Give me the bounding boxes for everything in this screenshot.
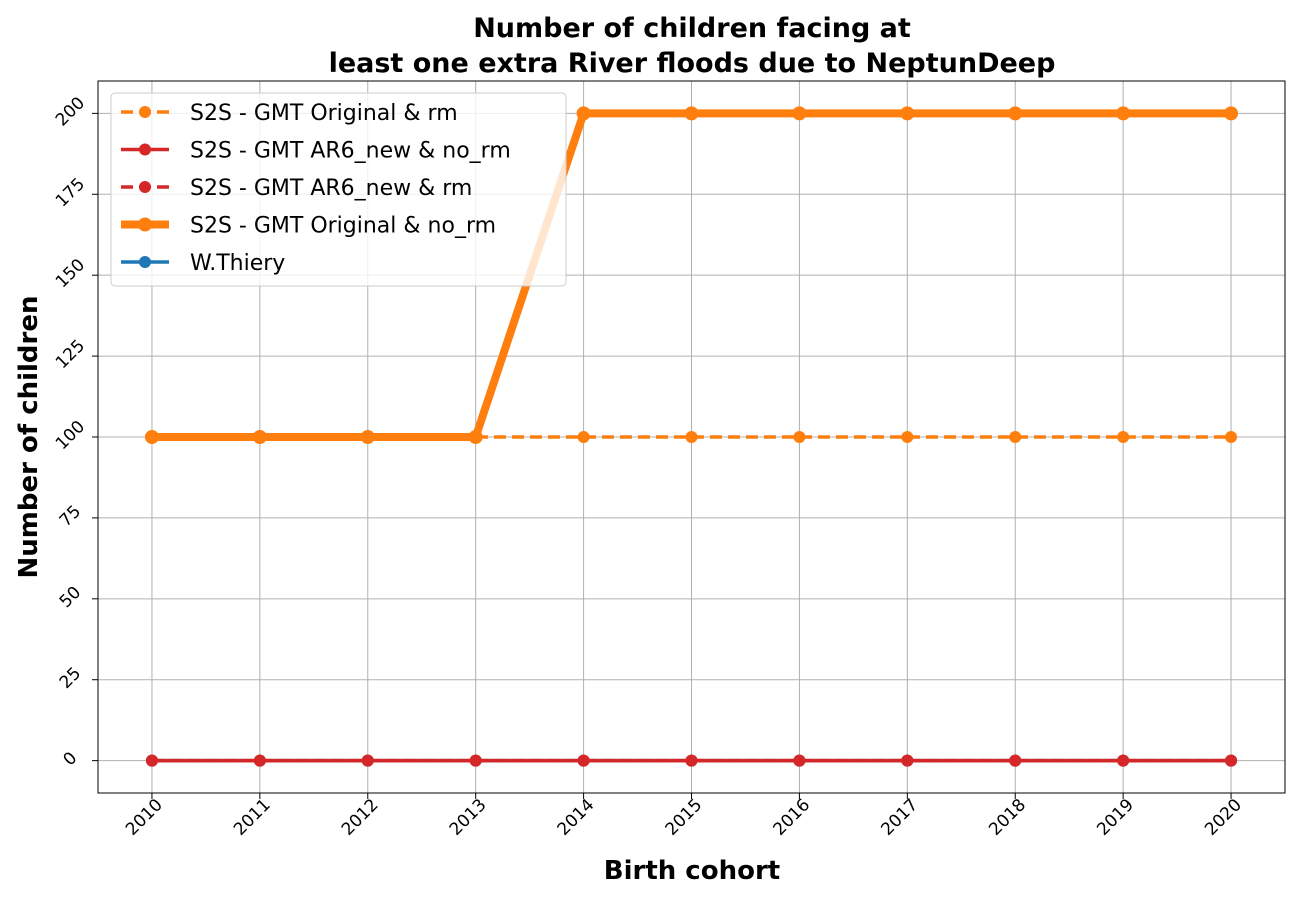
- data-point: [793, 431, 806, 443]
- data-point: [253, 431, 266, 443]
- legend-item: W.Thiery: [121, 251, 285, 276]
- data-point: [901, 431, 914, 443]
- data-point: [792, 106, 807, 121]
- data-point: [576, 106, 591, 121]
- legend-label: S2S - GMT AR6_new & rm: [190, 176, 472, 201]
- data-point: [1225, 431, 1238, 443]
- legend-label: W.Thiery: [190, 251, 285, 276]
- data-point: [1116, 106, 1131, 121]
- data-point: [361, 754, 374, 767]
- data-point: [145, 431, 158, 443]
- data-point: [1008, 106, 1023, 121]
- legend-marker: [138, 217, 152, 232]
- data-point: [469, 431, 482, 443]
- data-point: [145, 754, 158, 767]
- y-axis-label: Number of children: [14, 295, 44, 578]
- data-point: [1224, 106, 1239, 121]
- legend-item: S2S - GMT Original & no_rm: [121, 214, 496, 239]
- x-axis-label: Birth cohort: [604, 856, 780, 886]
- legend-marker: [139, 256, 151, 268]
- data-point: [1117, 431, 1130, 443]
- data-point: [577, 431, 590, 443]
- data-point: [1009, 754, 1022, 767]
- legend-item: S2S - GMT Original & rm: [121, 101, 458, 126]
- legend-item: S2S - GMT AR6_new & rm: [121, 176, 472, 201]
- data-point: [685, 754, 698, 767]
- data-point: [793, 754, 806, 767]
- data-point: [1117, 754, 1130, 767]
- data-point: [361, 431, 374, 443]
- data-point: [684, 106, 699, 121]
- legend-item: S2S - GMT AR6_new & no_rm: [121, 139, 511, 164]
- data-point: [685, 431, 698, 443]
- legend-label: S2S - GMT AR6_new & no_rm: [190, 139, 511, 164]
- data-point: [1009, 431, 1022, 443]
- data-point: [1225, 754, 1238, 767]
- legend-marker: [139, 143, 151, 156]
- series-group: [144, 106, 1239, 767]
- data-point: [253, 754, 266, 767]
- series-s2s-gmt-ar6-new-rm: [145, 754, 1238, 767]
- legend-label: S2S - GMT Original & rm: [190, 101, 458, 126]
- chart-title-line-2: least one extra River floods due to Nept…: [329, 48, 1056, 79]
- series-s2s-gmt-original-rm: [145, 431, 1238, 443]
- data-point: [900, 106, 915, 121]
- legend-marker: [139, 106, 151, 118]
- data-point: [469, 754, 482, 767]
- legend-label: S2S - GMT Original & no_rm: [190, 214, 496, 239]
- legend-marker: [139, 181, 151, 193]
- legend-box: [110, 92, 567, 287]
- data-point: [577, 754, 590, 767]
- data-point: [901, 754, 914, 767]
- chart-title-line-1: Number of children facing at: [473, 13, 911, 44]
- legend: S2S - GMT Original & rm S2S - GMT AR6_new…: [110, 92, 567, 287]
